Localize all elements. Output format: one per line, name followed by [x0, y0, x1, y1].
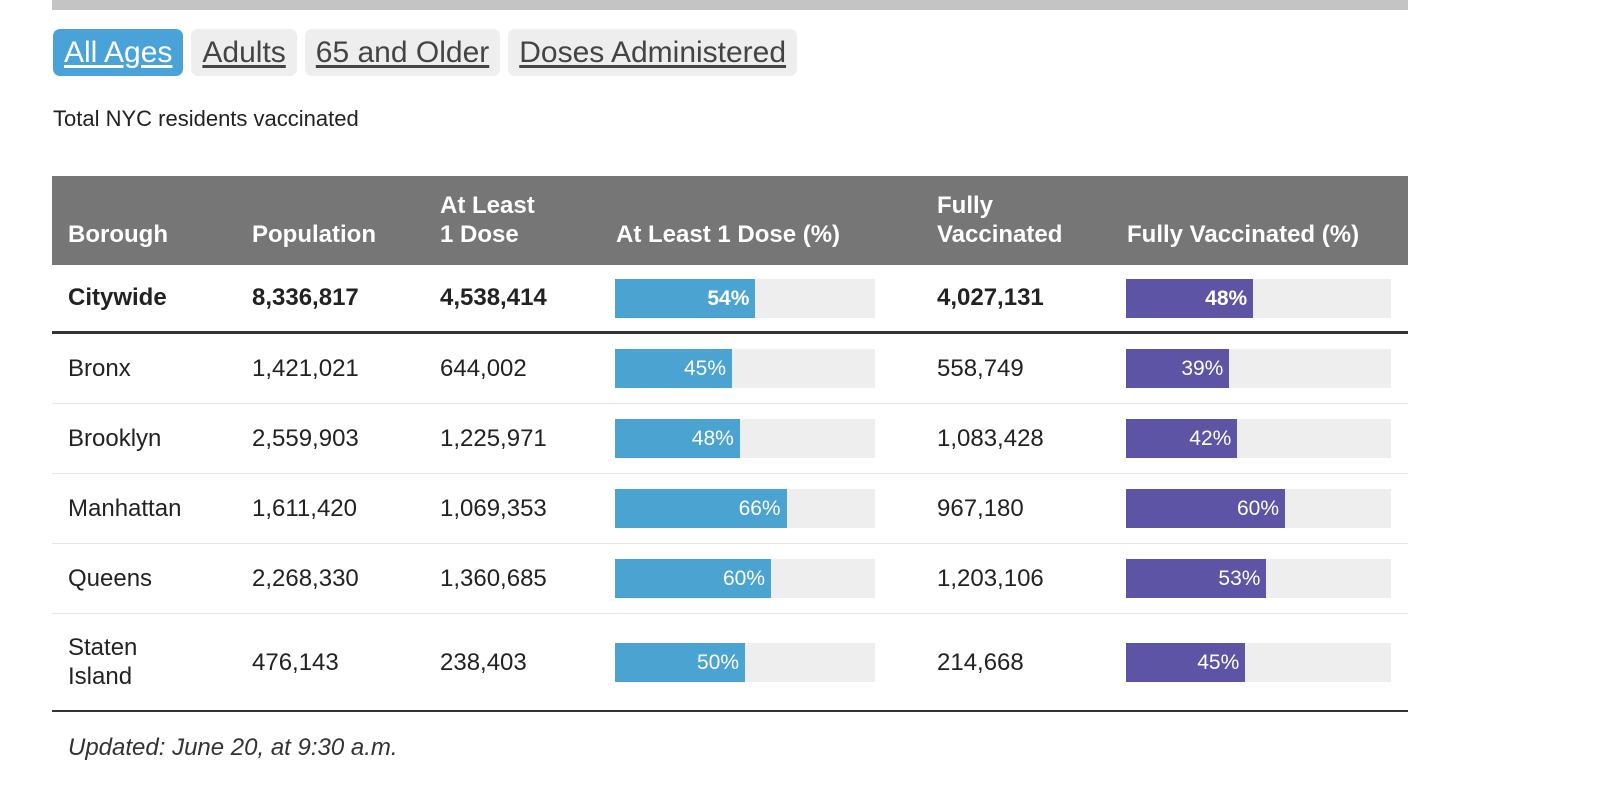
header-fully-vaccinated: Fully Vaccinated	[921, 176, 1111, 265]
cell-population: 8,336,817	[236, 265, 424, 334]
tab-65-and-older[interactable]: 65 and Older	[304, 29, 501, 76]
full-progress-bar: 39%	[1126, 349, 1391, 388]
dose1-progress-bar: 50%	[615, 642, 875, 682]
header-full-line1: Fully	[937, 192, 994, 219]
cell-dose1: 238,403	[424, 613, 600, 712]
cell-population: 1,421,021	[236, 332, 424, 404]
borough-line2: Island	[68, 663, 133, 690]
cell-borough: Citywide	[52, 265, 236, 334]
cell-population: 2,268,330	[236, 543, 424, 614]
dose1-bar-fill: 45%	[615, 349, 732, 388]
vaccination-table: Borough Population At Least 1 Dose At Lea…	[52, 176, 1408, 712]
full-progress-bar: 45%	[1126, 642, 1391, 682]
cell-dose1: 4,538,414	[424, 265, 600, 334]
table-row: Bronx 1,421,021 644,002 45% 558,749 39%	[52, 332, 1408, 404]
cell-population: 2,559,903	[236, 403, 424, 474]
cell-dose1: 1,069,353	[424, 473, 600, 544]
table-row-citywide: Citywide 8,336,817 4,538,414 54% 4,027,1…	[52, 265, 1408, 334]
table-row: Staten Island 476,143 238,403 50% 214,668…	[52, 613, 1408, 712]
full-progress-bar: 53%	[1126, 559, 1391, 598]
dose1-progress-bar: 60%	[615, 559, 875, 598]
header-dose1-line1: At Least	[440, 192, 535, 219]
cell-borough: Queens	[52, 543, 236, 614]
dose1-progress-bar: 48%	[615, 419, 875, 458]
dose1-bar-fill: 48%	[615, 419, 740, 458]
dose1-bar-fill: 50%	[615, 642, 745, 682]
full-bar-fill: 53%	[1126, 559, 1267, 598]
full-progress-bar: 42%	[1126, 419, 1391, 458]
tab-doses-administered[interactable]: Doses Administered	[508, 29, 798, 76]
cell-fully-vaccinated: 967,180	[921, 473, 1111, 544]
full-bar-fill: 45%	[1126, 642, 1246, 682]
age-filter-tabs: All Ages Adults 65 and Older Doses Admin…	[53, 29, 798, 76]
tab-all-ages[interactable]: All Ages	[53, 29, 184, 76]
table-row: Queens 2,268,330 1,360,685 60% 1,203,106…	[52, 543, 1408, 614]
full-bar-fill: 60%	[1126, 489, 1285, 528]
header-at-least-1-dose: At Least 1 Dose	[424, 176, 600, 265]
full-progress-bar: 60%	[1126, 489, 1391, 528]
table-row: Brooklyn 2,559,903 1,225,971 48% 1,083,4…	[52, 403, 1408, 474]
full-bar-fill: 42%	[1126, 419, 1238, 458]
full-bar-fill: 48%	[1126, 278, 1254, 318]
cell-borough: Manhattan	[52, 473, 236, 544]
updated-timestamp: Updated: June 20, at 9:30 a.m.	[68, 734, 398, 761]
dose1-bar-fill: 60%	[615, 559, 771, 598]
table-row: Manhattan 1,611,420 1,069,353 66% 967,18…	[52, 473, 1408, 544]
cell-borough: Bronx	[52, 332, 236, 404]
header-at-least-1-dose-pct: At Least 1 Dose (%)	[600, 176, 921, 265]
full-progress-bar: 48%	[1126, 278, 1391, 318]
header-full-line2: Vaccinated	[937, 221, 1063, 248]
dose1-progress-bar: 54%	[615, 278, 875, 318]
cell-borough: Brooklyn	[52, 403, 236, 474]
cell-fully-vaccinated: 1,083,428	[921, 403, 1111, 474]
dose1-bar-fill: 54%	[615, 278, 756, 318]
cell-dose1: 644,002	[424, 332, 600, 404]
cell-fully-vaccinated: 558,749	[921, 332, 1111, 404]
table-subtitle: Total NYC residents vaccinated	[53, 106, 359, 131]
header-fully-vaccinated-pct: Fully Vaccinated (%)	[1111, 176, 1408, 265]
dose1-progress-bar: 45%	[615, 349, 875, 388]
dose1-bar-fill: 66%	[615, 489, 787, 528]
full-bar-fill: 39%	[1126, 349, 1230, 388]
tab-adults[interactable]: Adults	[191, 29, 297, 76]
table-header-row: Borough Population At Least 1 Dose At Lea…	[52, 176, 1408, 265]
header-borough: Borough	[52, 176, 236, 265]
borough-line1: Staten	[68, 634, 138, 661]
header-population: Population	[236, 176, 424, 265]
cell-borough: Staten Island	[52, 613, 236, 712]
cell-fully-vaccinated: 4,027,131	[921, 265, 1111, 334]
cell-dose1: 1,360,685	[424, 543, 600, 614]
header-dose1-line2: 1 Dose	[440, 221, 519, 248]
cell-fully-vaccinated: 1,203,106	[921, 543, 1111, 614]
cell-population: 476,143	[236, 613, 424, 712]
cell-fully-vaccinated: 214,668	[921, 613, 1111, 712]
top-divider	[52, 0, 1408, 10]
cell-dose1: 1,225,971	[424, 403, 600, 474]
dose1-progress-bar: 66%	[615, 489, 875, 528]
cell-population: 1,611,420	[236, 473, 424, 544]
